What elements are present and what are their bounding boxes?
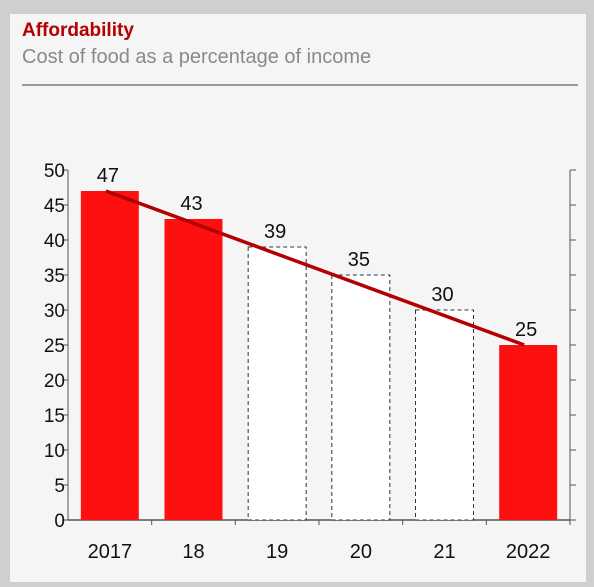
x-tick-label: 19 [266,541,288,563]
y-tick-label: 25 [44,336,65,357]
bar [164,219,223,520]
y-tick-label: 45 [44,196,65,217]
chart-title: Affordability [22,20,134,41]
x-tick-label: 18 [182,541,204,563]
y-tick-label: 10 [44,441,65,462]
y-tick-label: 40 [44,231,65,252]
chart-subtitle: Cost of food as a percentage of income [22,46,372,68]
title-divider [22,84,578,86]
y-tick-label: 0 [54,511,65,532]
y-tick-label: 30 [44,301,65,322]
y-tick-label: 15 [44,406,65,427]
x-tick-label: 21 [433,541,455,563]
data-label: 35 [348,249,370,271]
bar [499,345,558,520]
y-tick-label: 20 [44,371,65,392]
bar [415,309,474,521]
x-tick-label: 20 [350,541,372,563]
data-label: 30 [431,284,453,306]
trend-line [105,189,525,347]
bar [80,191,139,520]
data-label: 47 [97,165,119,187]
x-tick-label: 2022 [506,541,551,563]
data-label: 39 [264,221,286,243]
x-tick-label: 2017 [88,541,133,563]
y-tick-label: 5 [54,476,65,497]
y-tick-label: 50 [44,161,65,182]
data-label: 25 [515,319,537,341]
y-tick-label: 35 [44,266,65,287]
bar [247,246,307,521]
bar [331,274,391,521]
data-label: 43 [180,193,202,215]
